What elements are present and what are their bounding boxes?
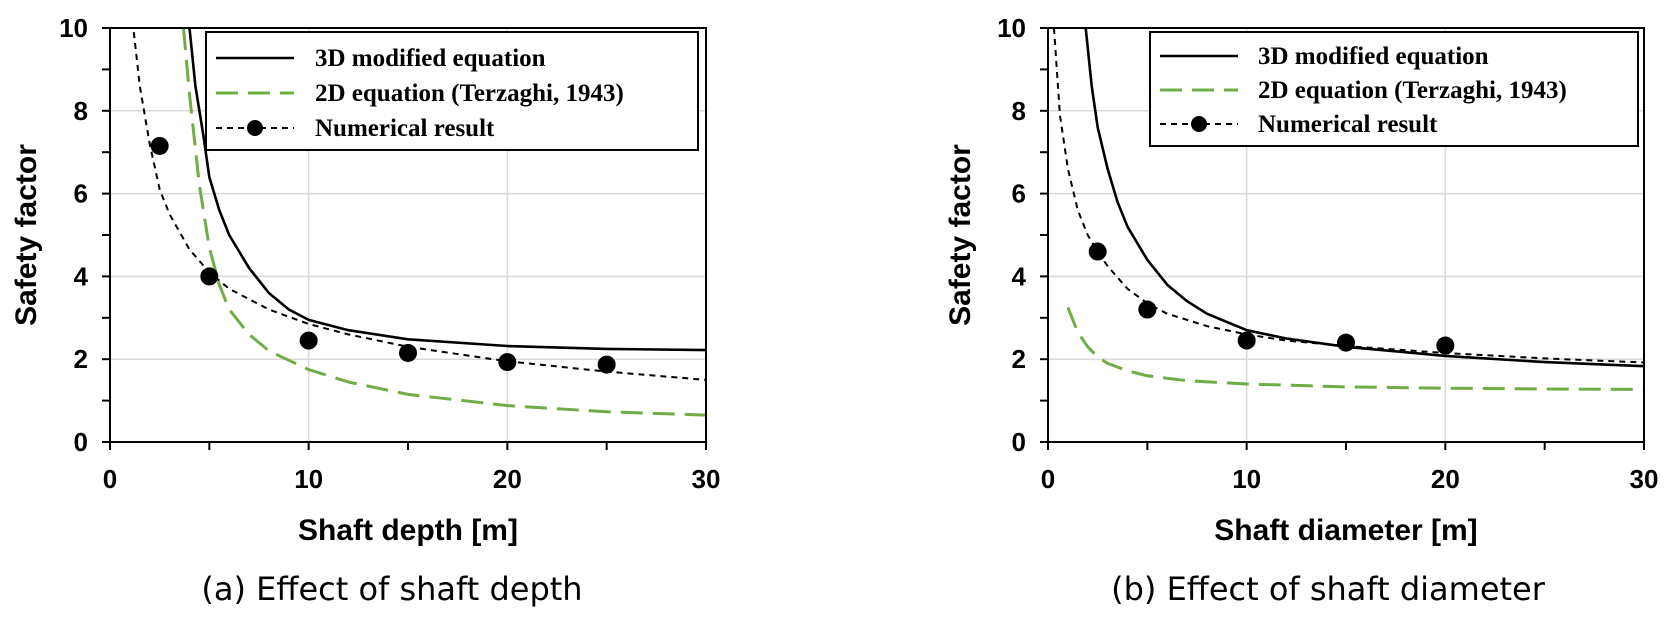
panel-a-points-group: [150, 136, 616, 374]
panel-b-y-tick-label: 10: [997, 13, 1026, 43]
panel-b-x-tick-label: 30: [1630, 464, 1659, 494]
panel-a-y-tick-label: 8: [74, 96, 88, 126]
panel-a-x-tick-label: 20: [493, 464, 522, 494]
panel-a-numerical-point: [498, 353, 517, 372]
panel-b-x-axis-label: Shaft diameter [m]: [1214, 514, 1477, 547]
panel-a-numerical-point: [597, 355, 616, 374]
panel-b-legend-marker-numerical: [1191, 116, 1207, 132]
chart-panel-b: 0 2 4 6 8 10 0 10 20 30 Shaft diameter [m] Safety…: [944, 13, 1658, 608]
panel-a-legend-label-numerical: Numerical result: [315, 115, 495, 142]
panel-b-y-axis-label: Safety factor: [944, 144, 977, 326]
panel-b-numerical-point: [1337, 333, 1355, 352]
panel-a-x-tick-label: 10: [294, 464, 323, 494]
panel-a-y-tick-label: 0: [74, 427, 88, 457]
panel-b-legend-label-numerical: Numerical result: [1258, 111, 1438, 138]
panel-b-y-tick-label: 6: [1012, 179, 1026, 209]
panel-a-x-axis-label: Shaft depth [m]: [298, 514, 518, 547]
panel-a-caption: (a) Effect of shaft depth: [201, 570, 582, 608]
panel-a-y-tick-label: 4: [74, 261, 89, 291]
panel-a-series-line-2: [182, 28, 706, 417]
panel-b-y-tick-label: 8: [1012, 96, 1026, 126]
panel-a-numerical-point: [399, 343, 417, 362]
panel-a-y-axis-label: Safety factor: [10, 144, 43, 326]
panel-a-y-tick-label: 6: [74, 179, 88, 209]
panel-a-y-tick-label: 2: [74, 344, 88, 374]
panel-b-x-tick-label: 0: [1041, 464, 1055, 494]
panel-a-legend-box: [205, 31, 699, 151]
panel-b-x-tick-label: 20: [1431, 464, 1460, 494]
panel-a-legend-label-2d: 2D equation (Terzaghi, 1943): [315, 80, 624, 107]
panel-b-numerical-point: [1237, 331, 1256, 350]
panel-b-points-group: [1088, 242, 1455, 355]
panel-a-legend: 3D modified equation 2D equation (Terzag…: [205, 31, 699, 151]
panel-b-series-line-2: [1066, 306, 1644, 391]
panel-b-legend: 3D modified equation 2D equation (Terzag…: [1149, 31, 1639, 147]
panel-a-numerical-point: [299, 331, 318, 350]
panel-b-numerical-point: [1088, 242, 1107, 261]
panel-b-axis-ticks: 0 2 4 6 8 10 0 10 20 30: [997, 13, 1658, 494]
panel-b-caption: (b) Effect of shaft diameter: [1111, 570, 1546, 608]
panel-a-numerical-point: [150, 136, 169, 155]
panel-a-legend-marker-numerical: [247, 120, 263, 136]
panel-b-numerical-point: [1436, 336, 1455, 355]
panel-b-y-tick-label: 4: [1012, 261, 1027, 291]
panel-a-axis-ticks: 0 2 4 6 8 10 0 10 20 30: [59, 13, 720, 494]
panel-b-legend-label-2d: 2D equation (Terzaghi, 1943): [1258, 77, 1567, 104]
panel-b-numerical-point: [1138, 300, 1157, 319]
panel-a-numerical-point: [200, 267, 219, 286]
panel-b-y-tick-label: 0: [1012, 427, 1026, 457]
panel-b-x-tick-label: 10: [1232, 464, 1261, 494]
chart-panel-a: 0 2 4 6 8 10 0 10 20 30 Shaft depth [m] Safety fa…: [10, 13, 720, 608]
panel-b-legend-label-3d: 3D modified equation: [1258, 43, 1489, 70]
panel-a-x-tick-label: 0: [103, 464, 117, 494]
panel-a-x-tick-label: 30: [692, 464, 721, 494]
panel-b-series-line-1: [1084, 28, 1644, 368]
panel-b-y-tick-label: 2: [1012, 344, 1026, 374]
panel-a-legend-label-3d: 3D modified equation: [315, 45, 546, 72]
panel-a-y-tick-label: 10: [59, 13, 88, 43]
